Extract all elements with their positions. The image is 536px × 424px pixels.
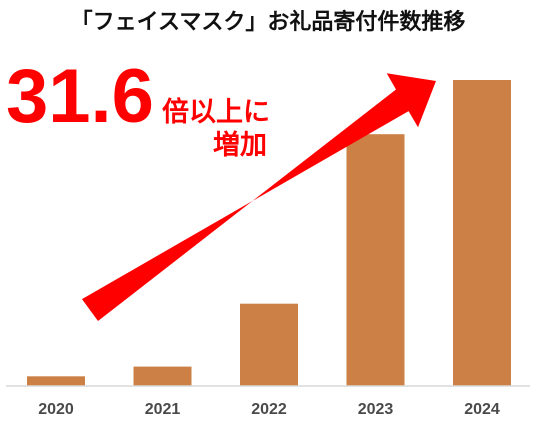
x-tick-label-2022: 2022 xyxy=(251,401,287,418)
x-tick-label-2020: 2020 xyxy=(38,401,74,418)
x-tick-label-2023: 2023 xyxy=(358,401,394,418)
growth-multiplier-text-2: 増加 xyxy=(213,129,267,161)
x-tick-labels: 2020 2021 2022 2023 2024 xyxy=(38,401,500,418)
bar-2022 xyxy=(240,303,298,386)
x-tick-label-2021: 2021 xyxy=(145,401,181,418)
bar-2023 xyxy=(346,134,405,386)
growth-multiplier-text-1: 倍以上に xyxy=(162,96,270,128)
bar-2024 xyxy=(453,80,511,386)
bar-2021 xyxy=(133,366,192,386)
x-tick-label-2024: 2024 xyxy=(464,401,500,418)
bar-2020 xyxy=(27,376,85,386)
chart-title: 「フェイスマスク」お礼品寄付件数推移 xyxy=(71,9,466,35)
bars xyxy=(27,80,511,386)
growth-multiplier-number: 31.6 xyxy=(6,54,154,139)
growth-arrow-icon xyxy=(82,73,436,321)
